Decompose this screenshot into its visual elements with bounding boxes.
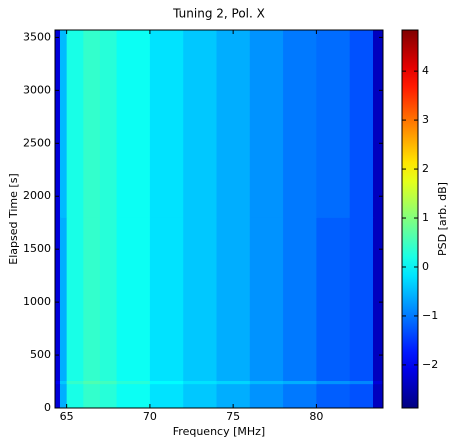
heatmap-cell xyxy=(216,217,251,381)
heatmap-cell xyxy=(59,383,68,409)
y-tick-label: 1000 xyxy=(23,295,51,308)
heatmap-cell xyxy=(216,30,251,218)
heatmap-cell xyxy=(283,30,317,218)
heatmap-cell xyxy=(373,30,384,218)
heatmap-cell xyxy=(249,383,284,409)
heatmap-cell xyxy=(99,383,118,409)
heatmap-cell xyxy=(183,380,218,385)
heatmap-cell xyxy=(349,30,374,218)
colorbar-tick-label: 1 xyxy=(422,211,429,224)
heatmap-cell xyxy=(59,217,68,381)
heatmap-cell xyxy=(283,383,317,409)
chart-title: Tuning 2, Pol. X xyxy=(172,7,265,21)
colorbar-tick-label: −1 xyxy=(422,309,438,322)
y-tick-label: 3000 xyxy=(23,83,51,96)
heatmap-cell xyxy=(349,383,374,409)
y-tick-label: 0 xyxy=(44,401,51,414)
heatmap-cell xyxy=(316,30,351,218)
heatmap-cell xyxy=(66,380,84,385)
heatmap-cell xyxy=(373,383,384,409)
heatmap-cell xyxy=(55,383,61,409)
heatmap-cell xyxy=(55,217,61,381)
heatmap-cell xyxy=(99,217,118,381)
heatmap-cell xyxy=(83,383,101,409)
colorbar-label: PSD [arb. dB] xyxy=(436,182,449,256)
heatmap-cell xyxy=(283,217,317,381)
heatmap-cell xyxy=(149,30,184,218)
heatmap-cell xyxy=(216,380,251,385)
heatmap-cell xyxy=(349,217,374,381)
x-tick-label: 80 xyxy=(309,410,323,423)
x-tick-label: 70 xyxy=(143,410,157,423)
colorbar-tick-label: 3 xyxy=(422,113,429,126)
heatmap-cell xyxy=(116,217,151,381)
heatmap-cell xyxy=(249,380,284,385)
y-tick-label: 500 xyxy=(30,348,51,361)
y-axis-label: Elapsed Time [s] xyxy=(7,173,20,264)
heatmap-cell xyxy=(83,380,101,385)
y-tick-label: 1500 xyxy=(23,242,51,255)
heatmap-cell xyxy=(116,380,151,385)
colorbar xyxy=(401,29,419,409)
heatmap-cell xyxy=(149,217,184,381)
x-tick-label: 75 xyxy=(226,410,240,423)
heatmap-cell xyxy=(183,217,218,381)
y-tick-label: 2000 xyxy=(23,189,51,202)
colorbar-tick-label: 0 xyxy=(422,260,429,273)
heatmap-cell xyxy=(373,380,384,385)
heatmap-cell xyxy=(316,217,351,381)
heatmap-cell xyxy=(349,380,374,385)
heatmap-cell xyxy=(66,30,84,218)
y-tick-label: 3500 xyxy=(23,30,51,43)
x-tick-label: 65 xyxy=(60,410,74,423)
heatmap-cell xyxy=(55,380,61,385)
heatmap-cell xyxy=(66,383,84,409)
heatmap-cell xyxy=(99,380,118,385)
heatmap-cell xyxy=(59,380,68,385)
heatmap-cell xyxy=(66,217,84,381)
heatmap-cell xyxy=(183,30,218,218)
heatmap-cell xyxy=(59,30,68,218)
heatmap-cell xyxy=(249,217,284,381)
heatmap-cell xyxy=(316,383,351,409)
colorbar-tick-label: −2 xyxy=(422,358,438,371)
heatmap-cell xyxy=(149,380,184,385)
heatmap-cell xyxy=(116,30,151,218)
y-tick-label: 2500 xyxy=(23,136,51,149)
heatmap-cell xyxy=(116,383,151,409)
heatmap-cell xyxy=(99,30,118,218)
heatmap-cell xyxy=(283,380,317,385)
x-axis-label: Frequency [MHz] xyxy=(173,425,265,438)
heatmap-cell xyxy=(55,30,61,218)
colorbar-tick-label: 4 xyxy=(422,64,429,77)
heatmap-cell xyxy=(316,380,351,385)
colorbar-tick-label: 2 xyxy=(422,162,429,175)
heatmap-cell xyxy=(373,217,384,381)
heatmap-cell xyxy=(83,30,101,218)
plot-frame xyxy=(54,29,384,409)
heatmap-cell xyxy=(249,30,284,218)
heatmap-cell xyxy=(83,217,101,381)
heatmap-cell xyxy=(149,383,184,409)
heatmap-cell xyxy=(183,383,218,409)
